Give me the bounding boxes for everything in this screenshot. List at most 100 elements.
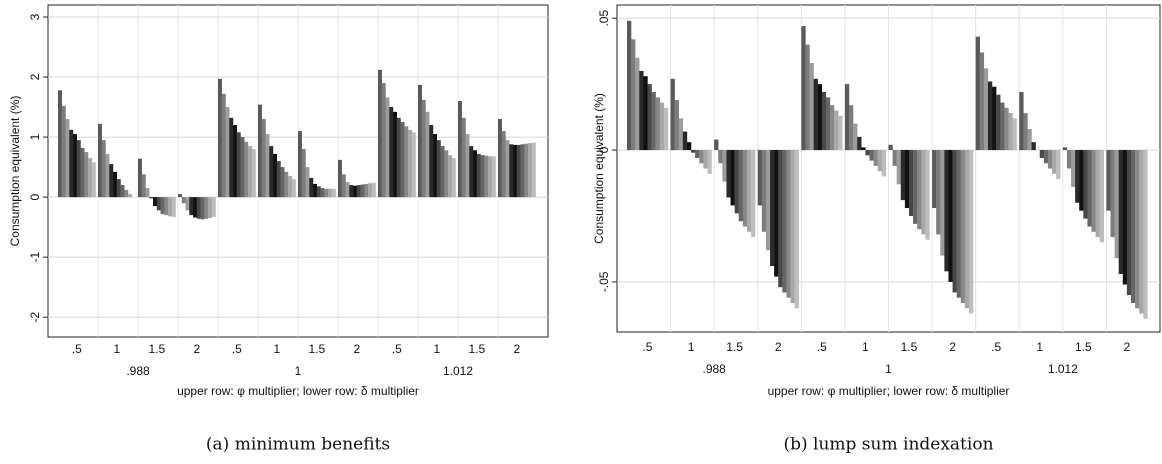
group-label: 1 bbox=[885, 362, 892, 376]
bar bbox=[368, 183, 373, 198]
bar bbox=[425, 111, 430, 198]
bar bbox=[448, 155, 453, 198]
subgroup-label: .5 bbox=[991, 340, 1001, 354]
bar bbox=[385, 97, 390, 198]
bar bbox=[738, 150, 744, 222]
bar bbox=[682, 131, 688, 151]
bar bbox=[726, 150, 731, 198]
bar bbox=[229, 117, 234, 198]
bar bbox=[128, 194, 133, 198]
bar bbox=[189, 197, 194, 216]
bar bbox=[651, 92, 656, 151]
bar bbox=[168, 197, 173, 217]
y-tick-label: 2 bbox=[28, 73, 42, 80]
bar bbox=[171, 197, 176, 217]
bar bbox=[61, 105, 66, 198]
bar bbox=[349, 185, 354, 198]
bar bbox=[84, 152, 89, 198]
bar bbox=[356, 185, 361, 198]
bar bbox=[979, 52, 985, 151]
bar bbox=[98, 123, 102, 198]
bar bbox=[284, 171, 289, 198]
bar bbox=[301, 149, 306, 198]
bar bbox=[751, 150, 756, 238]
bar bbox=[663, 107, 669, 151]
bar bbox=[940, 150, 945, 256]
bar bbox=[331, 188, 336, 198]
bar bbox=[917, 150, 922, 230]
bar bbox=[345, 182, 350, 198]
bar bbox=[869, 150, 874, 161]
bar bbox=[509, 144, 514, 198]
bar bbox=[778, 150, 783, 288]
bar bbox=[364, 183, 369, 198]
subgroup-label: 1 bbox=[1036, 340, 1043, 354]
bar bbox=[699, 150, 704, 164]
x-axis-label: upper row: φ multiplier; lower row: δ mu… bbox=[768, 384, 1010, 398]
y-tick-label: 0 bbox=[597, 146, 611, 153]
bar bbox=[298, 131, 302, 198]
bar bbox=[1139, 150, 1144, 314]
subgroup-label: 2 bbox=[775, 340, 782, 354]
bar bbox=[1043, 150, 1049, 164]
bar bbox=[221, 93, 226, 198]
bar bbox=[236, 132, 241, 198]
subgroup-label: 1.5 bbox=[148, 342, 165, 356]
bar bbox=[925, 150, 930, 240]
bar bbox=[865, 150, 870, 156]
bar bbox=[987, 81, 993, 151]
bar bbox=[678, 118, 684, 151]
bar bbox=[338, 159, 342, 198]
bar bbox=[218, 78, 222, 198]
bar bbox=[1075, 150, 1080, 203]
bar bbox=[1114, 150, 1119, 259]
bar bbox=[904, 150, 910, 209]
bar bbox=[817, 84, 823, 151]
bar bbox=[1066, 150, 1072, 169]
bar bbox=[801, 26, 806, 151]
bar bbox=[695, 150, 700, 158]
bar bbox=[659, 102, 665, 151]
bar bbox=[1087, 150, 1092, 227]
bar bbox=[1031, 142, 1036, 151]
bar bbox=[674, 99, 679, 151]
bar bbox=[1130, 150, 1136, 303]
bar bbox=[396, 117, 401, 198]
x-axis-label: upper row: φ multiplier; lower row: δ mu… bbox=[177, 384, 419, 398]
bar bbox=[964, 150, 970, 309]
bar bbox=[208, 197, 213, 219]
bar bbox=[1110, 150, 1115, 238]
bar bbox=[944, 150, 949, 272]
bar bbox=[309, 177, 314, 198]
bar bbox=[476, 153, 481, 198]
bar bbox=[1122, 150, 1128, 285]
subgroup-label: 1.5 bbox=[308, 342, 325, 356]
bar bbox=[921, 150, 926, 235]
bar bbox=[258, 104, 262, 198]
bar bbox=[892, 150, 897, 166]
bar bbox=[225, 107, 230, 198]
bar bbox=[809, 63, 814, 151]
bar bbox=[714, 139, 719, 151]
bar bbox=[1079, 150, 1084, 211]
bar bbox=[956, 150, 961, 298]
bar bbox=[505, 140, 510, 198]
bar bbox=[1126, 150, 1132, 296]
bar bbox=[786, 150, 791, 298]
y-tick-label: -.05 bbox=[597, 271, 611, 292]
bar bbox=[411, 132, 416, 198]
bar bbox=[105, 153, 110, 198]
bar bbox=[265, 134, 270, 198]
bar bbox=[996, 94, 1001, 151]
bar bbox=[69, 129, 74, 198]
caption: (a) minimum benefits bbox=[206, 435, 390, 455]
bar bbox=[1008, 113, 1013, 151]
bar bbox=[80, 147, 85, 198]
bar bbox=[421, 99, 426, 198]
bar bbox=[794, 150, 799, 309]
bar bbox=[900, 150, 906, 201]
subgroup-label: .5 bbox=[72, 342, 82, 356]
bar bbox=[429, 125, 434, 198]
bar bbox=[1083, 150, 1088, 219]
bar bbox=[461, 117, 466, 198]
